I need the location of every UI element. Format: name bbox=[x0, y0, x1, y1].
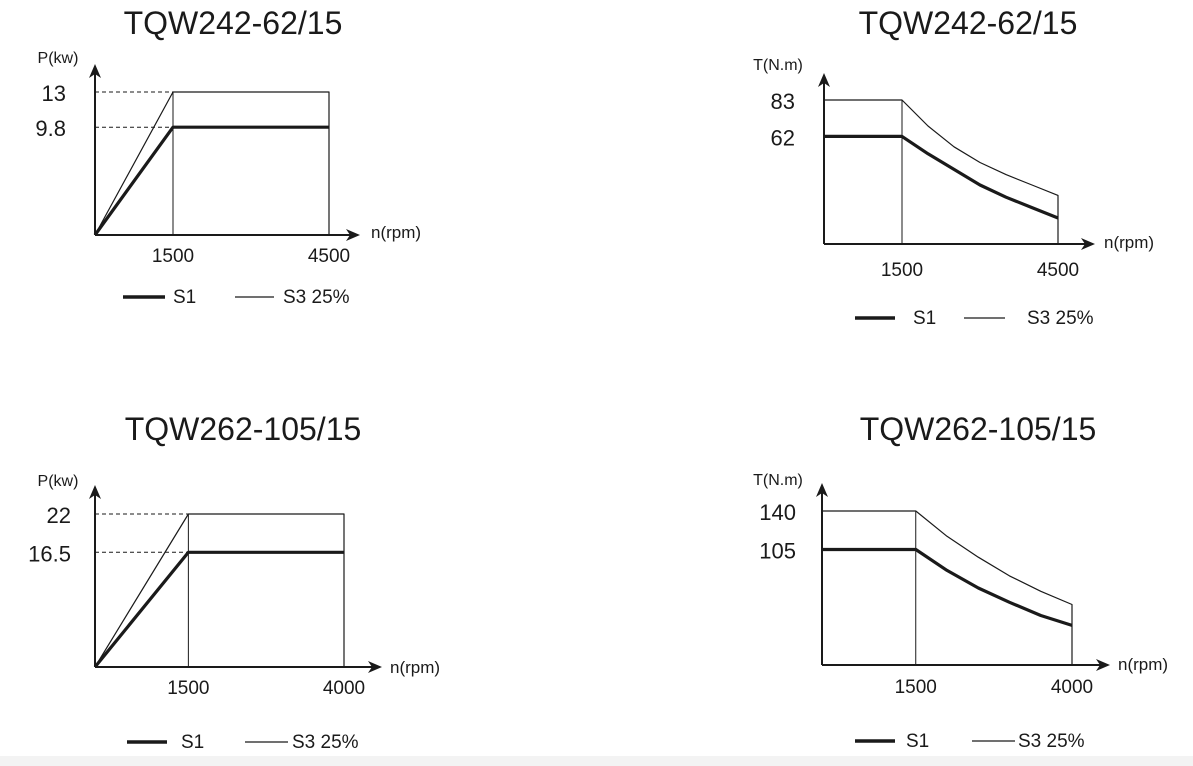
x-tick-label: 1500 bbox=[895, 677, 937, 698]
legend-label-s1: S1 bbox=[906, 731, 929, 752]
y-axis-label: T(N.m) bbox=[753, 472, 803, 489]
x-axis-label: n(rpm) bbox=[390, 658, 440, 677]
x-axis-label: n(rpm) bbox=[1104, 233, 1154, 252]
x-tick-label: 4500 bbox=[1037, 260, 1079, 281]
y-tick-label: 62 bbox=[771, 125, 795, 150]
x-axis-arrow bbox=[368, 661, 382, 673]
series-line-s3 bbox=[824, 99, 1059, 244]
legend-label-s3: S3 25% bbox=[283, 287, 350, 308]
y-axis-label: P(kw) bbox=[38, 473, 79, 490]
y-axis-arrow bbox=[89, 485, 101, 499]
y-tick-label: 13 bbox=[42, 81, 66, 106]
series-line-s1 bbox=[822, 547, 1073, 627]
y-tick-label: 140 bbox=[759, 500, 796, 525]
series-line-s1 bbox=[824, 134, 1059, 220]
legend-label-s3: S3 25% bbox=[1018, 731, 1085, 752]
y-axis-arrow bbox=[818, 73, 830, 87]
legend-label-s3: S3 25% bbox=[1027, 308, 1094, 329]
y-tick-label: 16.5 bbox=[28, 541, 71, 566]
series-line-s3 bbox=[94, 91, 330, 236]
x-tick-label: 4500 bbox=[308, 246, 350, 267]
x-tick-label: 1500 bbox=[167, 678, 209, 699]
y-axis-arrow bbox=[89, 64, 101, 78]
legend-label-s1: S1 bbox=[913, 308, 936, 329]
chart-title: TQW242-62/15 bbox=[124, 5, 343, 41]
y-tick-label: 83 bbox=[771, 89, 795, 114]
y-tick-label: 105 bbox=[759, 539, 796, 564]
series-line-s1 bbox=[93, 125, 329, 236]
y-axis-arrow bbox=[816, 483, 828, 497]
x-tick-label: 1500 bbox=[152, 246, 194, 267]
series-line-s3 bbox=[822, 510, 1073, 665]
chart-title: TQW262-105/15 bbox=[860, 411, 1097, 447]
page-bottom-strip bbox=[0, 756, 1193, 766]
x-axis-arrow bbox=[1081, 238, 1095, 250]
chart-panel-4: TQW262-105/15 T(N.m) n(rpm) 1500 4000 105 140 S… bbox=[753, 411, 1168, 752]
legend-label-s3: S3 25% bbox=[292, 732, 359, 753]
chart-panel-1: TQW242-62/15 P(kw) n(rpm) 1500 4500 9.8 13 S1 S3… bbox=[35, 5, 421, 308]
series-line-s1 bbox=[93, 550, 344, 669]
x-axis-label: n(rpm) bbox=[371, 223, 421, 242]
chart-title: TQW242-62/15 bbox=[859, 5, 1078, 41]
x-axis-arrow bbox=[1096, 659, 1110, 671]
x-axis-label: n(rpm) bbox=[1118, 655, 1168, 674]
x-tick-label: 4000 bbox=[1051, 677, 1093, 698]
x-tick-label: 4000 bbox=[323, 678, 365, 699]
y-tick-label: 22 bbox=[47, 503, 71, 528]
legend-label-s1: S1 bbox=[173, 287, 196, 308]
y-axis-label: T(N.m) bbox=[753, 57, 803, 74]
chart-panel-3: TQW262-105/15 P(kw) n(rpm) 1500 4000 16.5 22 S1… bbox=[28, 411, 440, 753]
legend-label-s1: S1 bbox=[181, 732, 204, 753]
y-tick-label: 9.8 bbox=[35, 116, 66, 141]
y-axis-label: P(kw) bbox=[38, 50, 79, 67]
x-axis-arrow bbox=[346, 229, 360, 241]
chart-panel-2: TQW242-62/15 T(N.m) n(rpm) 1500 4500 62 83 S1 S3… bbox=[753, 5, 1154, 329]
x-tick-label: 1500 bbox=[881, 260, 923, 281]
chart-title: TQW262-105/15 bbox=[125, 411, 362, 447]
series-line-s3 bbox=[94, 513, 345, 668]
